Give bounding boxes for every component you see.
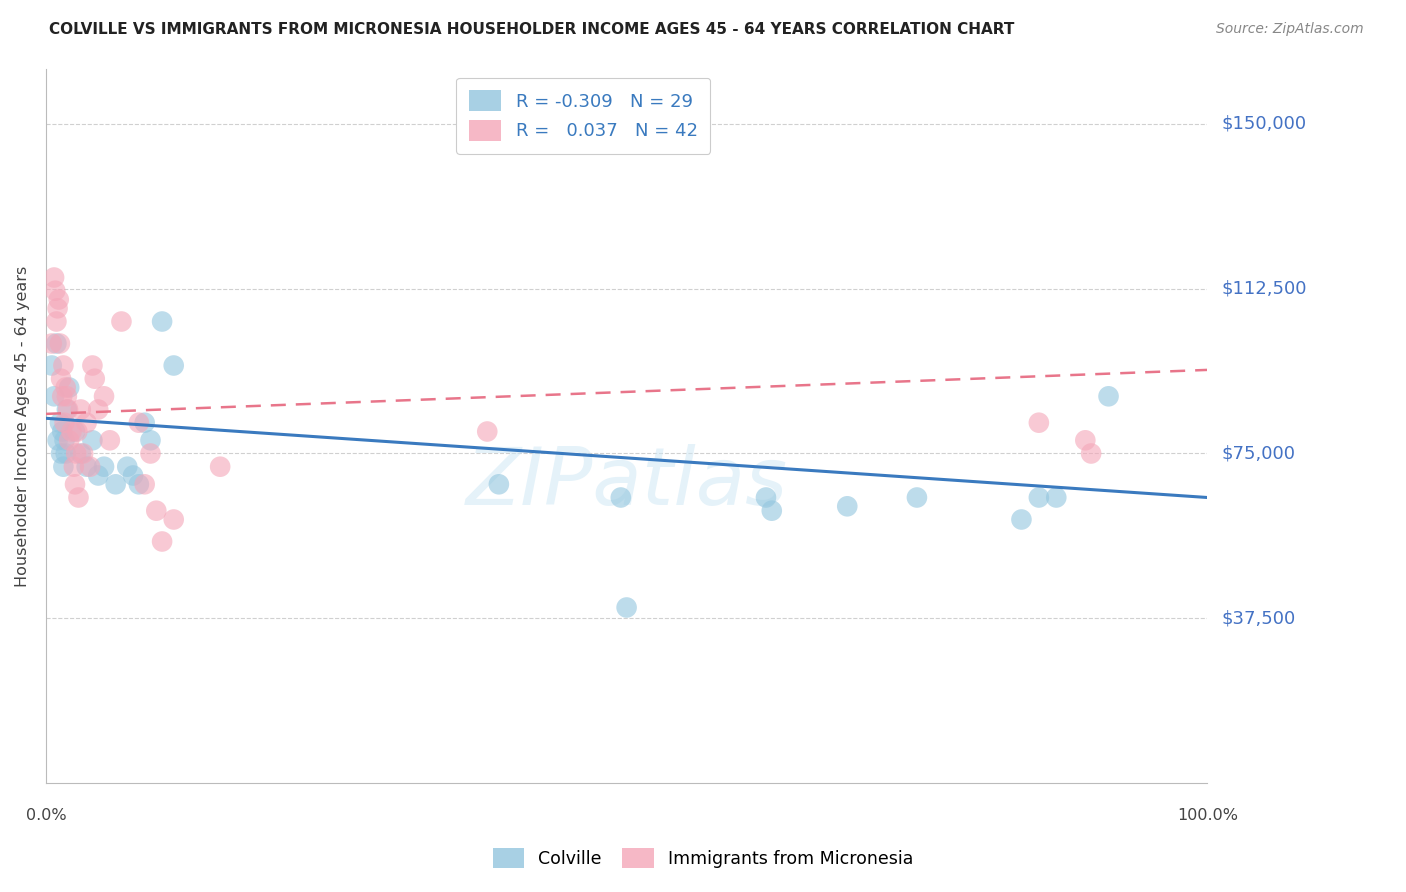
Text: ZIPatlas: ZIPatlas <box>465 444 787 522</box>
Point <box>41 336 63 351</box>
Legend: R = -0.309   N = 29, R =   0.037   N = 42: R = -0.309 N = 29, R = 0.037 N = 42 <box>457 78 710 153</box>
Point <box>49 336 72 351</box>
Point <box>1028 491 1050 505</box>
Point <box>150 534 173 549</box>
Point <box>139 446 162 460</box>
Point <box>67 491 90 505</box>
Point <box>65 446 87 460</box>
Text: $37,500: $37,500 <box>1222 609 1295 627</box>
Point <box>110 314 132 328</box>
Point <box>128 416 150 430</box>
Text: $150,000: $150,000 <box>1222 114 1306 133</box>
Point <box>122 468 145 483</box>
Text: $112,500: $112,500 <box>1222 279 1306 298</box>
Point <box>42 270 65 285</box>
Point <box>477 425 499 439</box>
Point <box>56 389 79 403</box>
Point <box>69 446 91 460</box>
Point <box>163 359 186 373</box>
Point <box>104 477 127 491</box>
Point <box>53 416 76 430</box>
Point <box>1097 389 1119 403</box>
Point <box>134 477 156 491</box>
Point <box>45 336 67 351</box>
Text: 100.0%: 100.0% <box>1177 808 1237 823</box>
Point <box>48 293 70 307</box>
Point <box>755 491 778 505</box>
Point <box>163 512 186 526</box>
Point <box>150 314 173 328</box>
Text: Source: ZipAtlas.com: Source: ZipAtlas.com <box>1216 22 1364 37</box>
Point <box>610 491 633 505</box>
Point <box>63 425 86 439</box>
Point <box>58 380 80 394</box>
Point <box>117 459 139 474</box>
Point <box>905 491 928 505</box>
Point <box>52 459 75 474</box>
Point <box>44 284 66 298</box>
Point <box>1080 446 1102 460</box>
Point <box>60 425 83 439</box>
Point <box>82 434 104 448</box>
Point <box>63 459 86 474</box>
Point <box>63 477 86 491</box>
Point <box>1074 434 1097 448</box>
Text: 0.0%: 0.0% <box>25 808 66 823</box>
Point <box>51 389 73 403</box>
Point <box>51 425 73 439</box>
Text: $75,000: $75,000 <box>1222 444 1295 462</box>
Y-axis label: Householder Income Ages 45 - 64 years: Householder Income Ages 45 - 64 years <box>15 266 30 587</box>
Point <box>69 402 91 417</box>
Point <box>82 359 104 373</box>
Point <box>56 402 79 417</box>
Point <box>1010 512 1032 526</box>
Point <box>41 359 63 373</box>
Point <box>55 380 77 394</box>
Point <box>46 301 69 316</box>
Point <box>46 434 69 448</box>
Point <box>66 425 89 439</box>
Point <box>1028 416 1050 430</box>
Point <box>49 372 72 386</box>
Point <box>72 446 94 460</box>
Point <box>139 434 162 448</box>
Point <box>53 434 76 448</box>
Point <box>134 416 156 430</box>
Point <box>55 446 77 460</box>
Point <box>49 416 72 430</box>
Point <box>837 500 859 514</box>
Point <box>56 402 79 417</box>
Point <box>616 600 638 615</box>
Point <box>87 468 110 483</box>
Point <box>76 459 98 474</box>
Point <box>93 459 115 474</box>
Point <box>1045 491 1067 505</box>
Point <box>145 504 167 518</box>
Text: COLVILLE VS IMMIGRANTS FROM MICRONESIA HOUSEHOLDER INCOME AGES 45 - 64 YEARS COR: COLVILLE VS IMMIGRANTS FROM MICRONESIA H… <box>49 22 1015 37</box>
Point <box>87 402 110 417</box>
Point <box>128 477 150 491</box>
Point <box>76 416 98 430</box>
Point <box>83 372 105 386</box>
Point <box>488 477 510 491</box>
Point <box>58 434 80 448</box>
Point <box>45 314 67 328</box>
Point <box>49 446 72 460</box>
Legend: Colville, Immigrants from Micronesia: Colville, Immigrants from Micronesia <box>482 838 924 879</box>
Point <box>761 504 783 518</box>
Point <box>42 389 65 403</box>
Point <box>79 459 101 474</box>
Point <box>93 389 115 403</box>
Point <box>52 359 75 373</box>
Point <box>98 434 121 448</box>
Point <box>209 459 232 474</box>
